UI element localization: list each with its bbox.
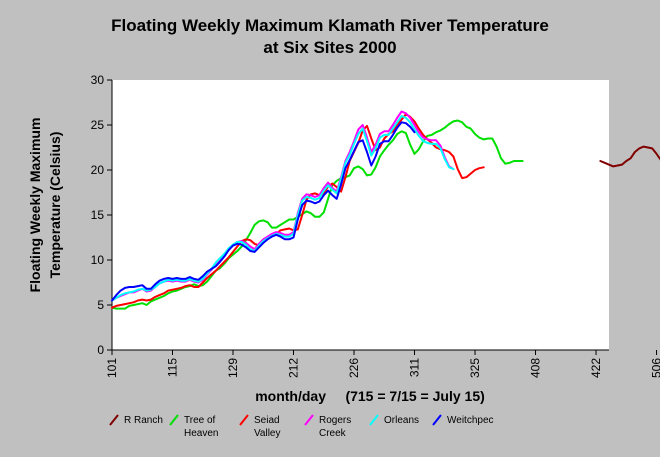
chart-title-line-1: Floating Weekly Maximum Klamath River Te… xyxy=(111,16,549,35)
x-axis-ticks: 1011151292122263113254084225065206036177… xyxy=(105,350,660,378)
y-axis-label: Floating Weekly Maximum Temperature (Cel… xyxy=(27,118,63,293)
x-tick-label: 226 xyxy=(347,358,361,378)
plot-area xyxy=(112,80,609,350)
legend-swatch xyxy=(239,414,249,426)
legend-swatch xyxy=(304,414,314,426)
legend-label: Heaven xyxy=(184,428,218,439)
y-tick-label: 15 xyxy=(91,208,105,222)
y-tick-label: 10 xyxy=(91,253,105,267)
series-line-orleans xyxy=(111,115,455,302)
y-tick-label: 30 xyxy=(91,73,105,87)
legend: R Ranch Tree of Heaven Seiad Valley Rogers Cre… xyxy=(109,414,494,439)
series-line-tree-of-heaven xyxy=(111,119,524,310)
x-tick-label: 422 xyxy=(589,358,603,378)
legend-label: Valley xyxy=(254,428,281,439)
y-tick-label: 20 xyxy=(91,163,105,177)
legend-label: Tree of xyxy=(184,415,216,426)
x-tick-label: 115 xyxy=(166,358,180,377)
series-line-seiad-valley xyxy=(111,113,485,309)
legend-swatch xyxy=(169,414,179,426)
series-lines xyxy=(111,110,660,310)
legend-item: Seiad Valley xyxy=(239,414,281,439)
legend-swatch xyxy=(109,414,119,426)
legend-item: Tree of Heaven xyxy=(169,414,218,439)
y-axis-label-line-2: Temperature (Celsius) xyxy=(47,132,63,279)
y-axis-label-line-1: Floating Weekly Maximum xyxy=(27,118,43,293)
series-line-weitchpec xyxy=(111,121,416,302)
legend-label: Rogers xyxy=(319,415,351,426)
legend-item: Rogers Creek xyxy=(304,414,351,439)
legend-label: Creek xyxy=(319,428,347,439)
x-tick-label: 408 xyxy=(529,358,543,378)
y-axis-ticks: 0 5 10 15 20 25 30 xyxy=(91,73,112,357)
chart-title-line-2: at Six Sites 2000 xyxy=(263,38,396,57)
y-tick-label: 0 xyxy=(97,343,104,357)
x-axis-label: month/day (715 = 7/15 = July 15) xyxy=(255,388,485,404)
x-tick-label: 101 xyxy=(105,358,119,378)
legend-swatch xyxy=(432,414,442,426)
x-tick-label: 129 xyxy=(226,358,240,378)
y-tick-label: 25 xyxy=(91,118,105,132)
legend-swatch xyxy=(369,414,379,426)
x-tick-label: 506 xyxy=(650,358,660,378)
legend-item: Weitchpec xyxy=(432,414,494,426)
y-tick-label: 5 xyxy=(97,298,104,312)
legend-item: Orleans xyxy=(369,414,419,426)
legend-item: R Ranch xyxy=(109,414,163,426)
series-line-r-ranch xyxy=(599,145,660,168)
legend-label: R Ranch xyxy=(124,415,163,426)
x-tick-label: 212 xyxy=(287,358,301,378)
x-tick-label: 311 xyxy=(408,358,422,377)
x-tick-label: 325 xyxy=(468,358,482,378)
legend-label: Orleans xyxy=(384,415,419,426)
legend-label: Seiad xyxy=(254,415,280,426)
legend-label: Weitchpec xyxy=(447,415,494,426)
